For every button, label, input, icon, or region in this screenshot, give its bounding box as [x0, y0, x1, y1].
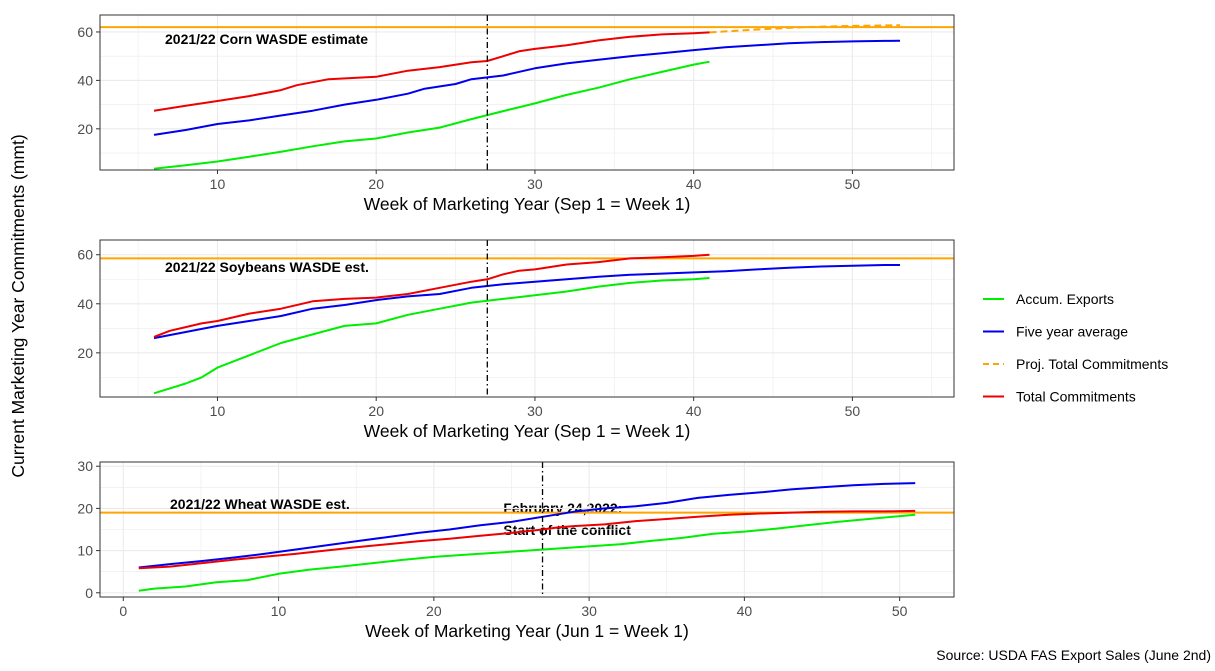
series-line-proj-total-commitments	[709, 24, 901, 34]
x-tick-label: 50	[845, 176, 861, 192]
x-tick-label: 50	[845, 403, 861, 419]
legend-item: Total Commitments	[983, 389, 1136, 405]
x-tick-label: 30	[527, 176, 543, 192]
panel-border	[99, 239, 955, 398]
y-tick-label: 0	[85, 585, 93, 601]
chart-panel-corn: 20 40 60 10 20 30 40 50 Week of Marketing Year (…	[77, 14, 955, 538]
y-axis-title: Current Marketing Year Commitments (mmt)	[8, 134, 28, 477]
x-tick-label: 20	[426, 603, 442, 619]
legend-label: Five year average	[1016, 324, 1128, 340]
x-tick-label: 40	[686, 403, 702, 419]
y-tick-label: 20	[77, 500, 93, 516]
series-line-five-year-average	[153, 264, 900, 340]
source-caption: Source: USDA FAS Export Sales (June 2nd)	[936, 647, 1211, 663]
x-tick-label: 10	[271, 603, 287, 619]
chart-panel-wheat: 0 10 20 30 0 10 20 30 40 50 Week of Marketing Year…	[77, 458, 955, 641]
panel-border	[99, 461, 955, 598]
x-axis-title: Week of Marketing Year (Jun 1 = Week 1)	[365, 621, 689, 641]
series-line-total-commitments	[153, 31, 710, 112]
x-tick-label: 30	[581, 603, 597, 619]
x-tick-label: 0	[119, 603, 127, 619]
x-tick-label: 30	[527, 403, 543, 419]
y-tick-label: 60	[77, 247, 93, 263]
panel-border	[99, 14, 955, 171]
legend-item: Five year average	[983, 324, 1128, 340]
wasde-label: 2021/22 Wheat WASDE est.	[170, 496, 350, 512]
legend-label: Total Commitments	[1016, 389, 1136, 405]
x-tick-label: 20	[368, 176, 384, 192]
series-line-five-year-average	[138, 482, 916, 569]
y-tick-label: 20	[77, 121, 93, 137]
legend-item: Proj. Total Commitments	[983, 356, 1168, 372]
wasde-label: 2021/22 Soybeans WASDE est.	[165, 259, 369, 275]
y-tick-label: 40	[77, 72, 93, 88]
y-tick-label: 40	[77, 296, 93, 312]
legend-label: Proj. Total Commitments	[1016, 356, 1168, 372]
legend-label: Accum. Exports	[1016, 291, 1114, 307]
x-axis-title: Week of Marketing Year (Sep 1 = Week 1)	[364, 194, 691, 214]
x-tick-label: 40	[686, 176, 702, 192]
conflict-annotation: Start of the conflict	[503, 522, 631, 538]
x-axis-title: Week of Marketing Year (Sep 1 = Week 1)	[364, 421, 691, 441]
wasde-label: 2021/22 Corn WASDE estimate	[165, 31, 368, 47]
y-tick-label: 30	[77, 458, 93, 474]
series-line-accum-exports	[153, 277, 710, 395]
series-line-accum-exports	[153, 60, 710, 170]
y-tick-label: 20	[77, 345, 93, 361]
x-tick-label: 10	[210, 403, 226, 419]
x-tick-label: 40	[737, 603, 753, 619]
x-tick-label: 10	[210, 176, 226, 192]
chart-panel-soybeans: 20 40 60 10 20 30 40 50 Week of Marketing Year (…	[77, 239, 955, 441]
series-line-total-commitments	[153, 253, 710, 338]
y-tick-label: 10	[77, 543, 93, 559]
y-tick-label: 60	[77, 24, 93, 40]
legend: Accum. Exports Five year average Proj. Tot…	[983, 291, 1168, 405]
series-line-five-year-average	[153, 39, 901, 136]
series-line-accum-exports	[138, 513, 916, 592]
legend-item: Accum. Exports	[983, 291, 1114, 307]
x-tick-label: 50	[892, 603, 908, 619]
x-tick-label: 20	[368, 403, 384, 419]
